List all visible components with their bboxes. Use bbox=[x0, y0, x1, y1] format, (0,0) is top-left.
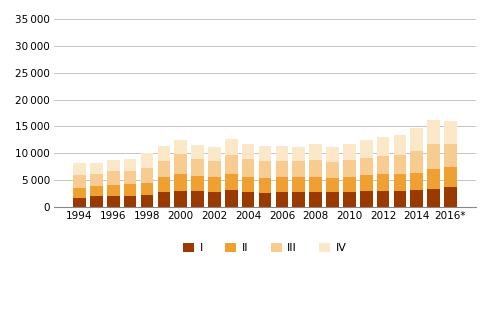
Bar bbox=[309, 144, 322, 160]
Bar bbox=[73, 187, 86, 198]
Bar bbox=[427, 189, 440, 207]
Bar bbox=[326, 147, 339, 162]
Bar bbox=[242, 192, 254, 207]
Bar bbox=[427, 169, 440, 189]
Bar bbox=[107, 196, 120, 207]
Bar bbox=[208, 161, 221, 177]
Bar bbox=[444, 167, 457, 187]
Bar bbox=[275, 146, 288, 161]
Bar bbox=[107, 185, 120, 196]
Bar bbox=[191, 145, 204, 159]
Bar bbox=[360, 158, 373, 175]
Bar bbox=[242, 177, 254, 192]
Bar bbox=[140, 168, 153, 183]
Bar bbox=[90, 174, 103, 186]
Bar bbox=[275, 192, 288, 207]
Bar bbox=[394, 155, 406, 174]
Bar bbox=[377, 174, 389, 191]
Bar bbox=[309, 192, 322, 207]
Bar bbox=[208, 147, 221, 161]
Bar bbox=[242, 160, 254, 177]
Bar bbox=[326, 162, 339, 178]
Bar bbox=[293, 147, 305, 161]
Bar bbox=[410, 150, 423, 172]
Bar bbox=[394, 174, 406, 191]
Bar bbox=[326, 192, 339, 207]
Bar bbox=[427, 144, 440, 169]
Bar bbox=[410, 190, 423, 207]
Bar bbox=[191, 191, 204, 207]
Bar bbox=[140, 183, 153, 195]
Bar bbox=[394, 135, 406, 155]
Bar bbox=[225, 139, 238, 155]
Bar bbox=[360, 140, 373, 158]
Bar bbox=[343, 160, 355, 177]
Bar bbox=[259, 146, 272, 161]
Bar bbox=[293, 192, 305, 207]
Bar bbox=[394, 191, 406, 207]
Bar bbox=[343, 144, 355, 160]
Bar bbox=[124, 184, 136, 196]
Bar bbox=[309, 176, 322, 192]
Bar bbox=[158, 161, 170, 177]
Bar bbox=[73, 198, 86, 207]
Bar bbox=[225, 190, 238, 207]
Bar bbox=[242, 143, 254, 160]
Bar bbox=[377, 191, 389, 207]
Bar bbox=[309, 160, 322, 176]
Bar bbox=[90, 163, 103, 174]
Bar bbox=[275, 161, 288, 177]
Bar bbox=[174, 191, 187, 207]
Bar bbox=[343, 192, 355, 207]
Bar bbox=[73, 175, 86, 187]
Bar bbox=[377, 137, 389, 156]
Bar bbox=[208, 192, 221, 207]
Bar bbox=[191, 176, 204, 191]
Bar bbox=[410, 172, 423, 190]
Bar bbox=[259, 161, 272, 178]
Legend: I, II, III, IV: I, II, III, IV bbox=[179, 238, 352, 258]
Bar bbox=[410, 128, 423, 150]
Bar bbox=[444, 187, 457, 207]
Bar bbox=[191, 159, 204, 176]
Bar bbox=[73, 163, 86, 175]
Bar bbox=[174, 140, 187, 154]
Bar bbox=[259, 193, 272, 207]
Bar bbox=[326, 178, 339, 192]
Bar bbox=[225, 155, 238, 174]
Bar bbox=[293, 161, 305, 177]
Bar bbox=[90, 186, 103, 197]
Bar bbox=[124, 196, 136, 207]
Bar bbox=[444, 144, 457, 167]
Bar bbox=[377, 156, 389, 174]
Bar bbox=[107, 160, 120, 171]
Bar bbox=[293, 177, 305, 192]
Bar bbox=[360, 191, 373, 207]
Bar bbox=[360, 175, 373, 191]
Bar bbox=[140, 195, 153, 207]
Bar bbox=[208, 177, 221, 192]
Bar bbox=[140, 153, 153, 168]
Bar bbox=[174, 154, 187, 174]
Bar bbox=[107, 171, 120, 185]
Bar bbox=[259, 178, 272, 193]
Bar bbox=[158, 177, 170, 192]
Bar bbox=[90, 197, 103, 207]
Bar bbox=[124, 171, 136, 184]
Bar bbox=[124, 159, 136, 171]
Bar bbox=[275, 177, 288, 192]
Bar bbox=[427, 120, 440, 144]
Bar bbox=[158, 146, 170, 161]
Bar bbox=[343, 177, 355, 192]
Bar bbox=[444, 121, 457, 144]
Bar bbox=[225, 174, 238, 190]
Bar bbox=[158, 192, 170, 207]
Bar bbox=[174, 174, 187, 191]
